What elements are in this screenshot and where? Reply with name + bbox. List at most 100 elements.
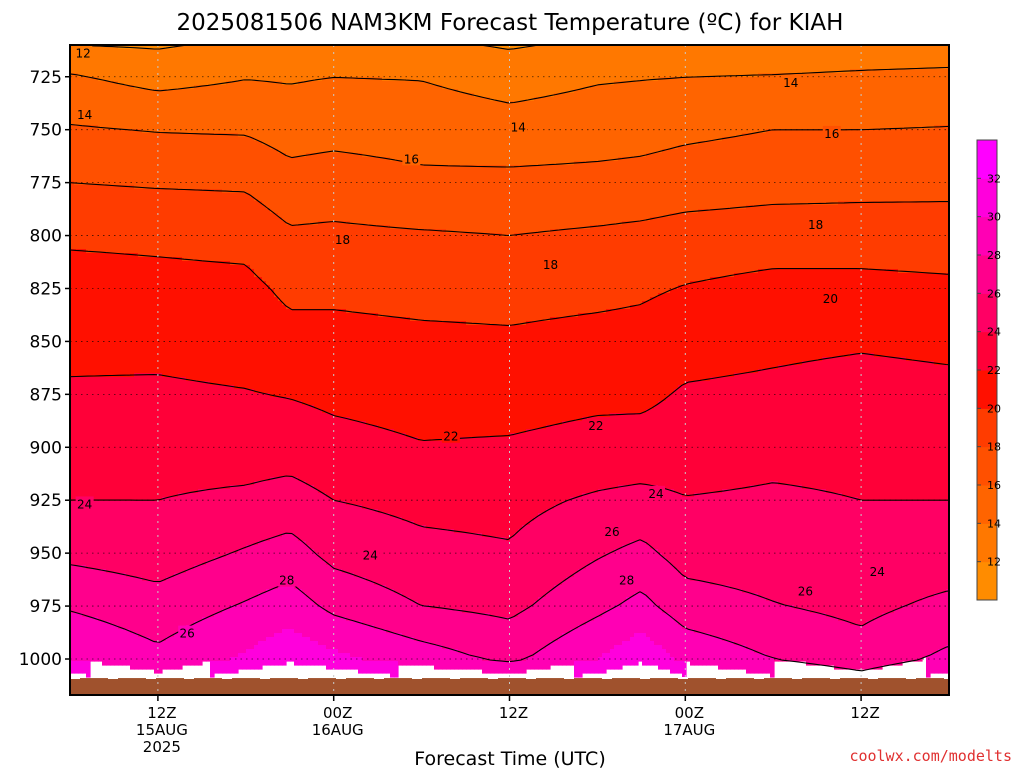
temperature-cell (166, 189, 171, 258)
temperature-cell (330, 501, 335, 566)
temperature-cell (382, 585, 387, 630)
temperature-cell (290, 309, 295, 402)
temperature-cell (750, 205, 755, 274)
temperature-cell (402, 161, 407, 230)
temperature-cell (590, 621, 595, 662)
temperature-cell (550, 97, 555, 166)
temperature-cell (98, 45, 103, 82)
temperature-cell (598, 417, 603, 490)
temperature-cell (70, 181, 75, 250)
temperature-cell (638, 485, 643, 542)
temperature-cell (94, 185, 99, 254)
temperature-cell (386, 633, 391, 662)
temperature-cell (866, 269, 871, 354)
temperature-cell (442, 441, 447, 530)
temperature-cell (262, 281, 267, 394)
temperature-cell (734, 77, 739, 138)
temperature-cell (650, 549, 655, 602)
temperature-cell (250, 137, 255, 198)
temperature-cell (482, 165, 487, 234)
temperature-cell (890, 45, 895, 70)
temperature-cell (430, 529, 435, 610)
temperature-cell (506, 45, 511, 50)
temperature-cell (894, 609, 899, 666)
temperature-cell (586, 229, 591, 314)
temperature-cell (706, 381, 711, 494)
temperature-cell (406, 45, 411, 82)
temperature-cell (330, 77, 335, 154)
temperature-cell (870, 269, 875, 354)
temperature-cell (758, 653, 763, 674)
temperature-cell (122, 129, 127, 186)
temperature-cell (226, 261, 231, 386)
temperature-cell (634, 221, 639, 306)
temperature-cell (534, 601, 539, 654)
temperature-cell (146, 45, 151, 50)
isotherm-label: 24 (870, 565, 885, 579)
temperature-cell (886, 357, 891, 502)
temperature-cell (926, 129, 931, 202)
temperature-cell (866, 69, 871, 130)
temperature-cell (190, 45, 195, 90)
temperature-cell (938, 273, 943, 366)
temperature-cell (514, 533, 519, 618)
temperature-cell (634, 157, 639, 222)
temperature-cell (730, 589, 735, 642)
temperature-cell (366, 581, 371, 626)
temperature-cell (394, 45, 399, 82)
temperature-cell (118, 377, 123, 502)
temperature-cell (662, 557, 667, 614)
temperature-cell (794, 269, 799, 366)
ground-band (70, 678, 949, 695)
temperature-cell (430, 45, 435, 86)
temperature-cell (754, 485, 759, 594)
temperature-cell (746, 273, 751, 374)
temperature-cell (326, 77, 331, 154)
temperature-cell (622, 601, 627, 642)
temperature-cell (102, 377, 107, 502)
temperature-cell (82, 185, 87, 250)
temperature-cell (754, 77, 759, 134)
isotherm-label: 14 (783, 76, 798, 90)
temperature-cell (162, 49, 167, 90)
temperature-cell (926, 273, 931, 362)
temperature-cell (266, 145, 271, 210)
temperature-cell (826, 73, 831, 130)
temperature-cell (718, 277, 723, 378)
temperature-cell (934, 45, 939, 70)
temperature-cell (674, 45, 679, 78)
temperature-cell (594, 617, 599, 662)
temperature-cell (542, 513, 547, 598)
temperature-cell (514, 49, 519, 102)
temperature-cell (382, 429, 387, 514)
temperature-cell (302, 593, 307, 638)
temperature-cell (178, 189, 183, 258)
temperature-cell (94, 377, 99, 502)
temperature-cell (382, 81, 387, 158)
temperature-cell (746, 649, 751, 674)
temperature-cell (926, 597, 931, 658)
temperature-cell (194, 45, 199, 86)
temperature-cell (890, 501, 895, 614)
temperature-cell (618, 309, 623, 414)
temperature-cell (470, 657, 475, 670)
temperature-cell (398, 317, 403, 434)
temperature-cell (86, 45, 91, 78)
temperature-cell (274, 149, 279, 214)
temperature-cell (410, 45, 415, 82)
temperature-cell (718, 637, 723, 670)
temperature-cell (110, 45, 115, 82)
temperature-cell (590, 161, 595, 226)
temperature-cell (594, 45, 599, 86)
temperature-cell (258, 45, 263, 82)
temperature-cell (354, 225, 359, 314)
temperature-cell (438, 529, 443, 610)
temperature-cell (342, 77, 347, 154)
temperature-cell (778, 129, 783, 206)
temperature-cell (822, 73, 827, 130)
temperature-cell (594, 417, 599, 494)
temperature-cell (850, 497, 855, 626)
temperature-cell (602, 417, 607, 490)
